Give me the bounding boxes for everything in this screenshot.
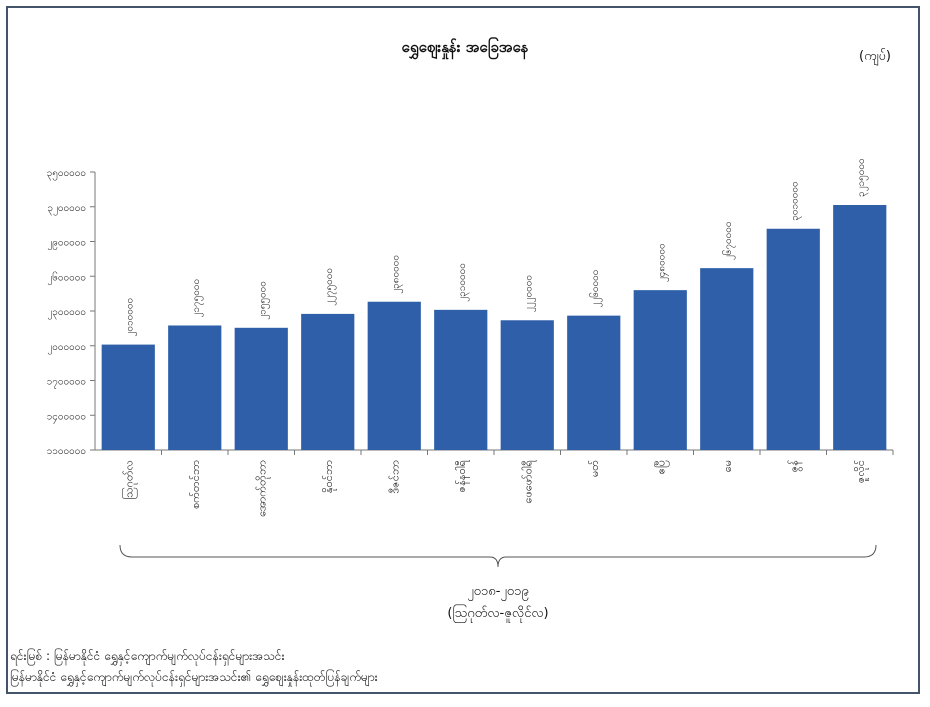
data-label: ၂၁၇၅၀၀၀ [191, 279, 204, 318]
bar [101, 344, 155, 450]
labels-layer: ၂၀၁၀၀၀၀ ၂၁၇၅၀၀၀ ၂၁၅၅၀၀၀ ၂၂၇၅၀၀၀ ၂၃၈၀၀၀၀ ၂၃၁၀၀… [124, 158, 869, 336]
data-label: ၂၆၇၀၀၀၀ [721, 221, 736, 260]
data-label: ၂၂၆၀၀၀၀ [588, 270, 603, 308]
category-label: ဖေဖော်ဝါရီ [521, 459, 536, 503]
category-label: ဇူလိုင် [854, 460, 869, 483]
y-tick-label: ၃၅၀၀၀၀၀ [47, 168, 86, 181]
y-tick-label: ၃၂၀၀၀၀၀ [47, 203, 86, 216]
data-label: ၂၀၁၀၀၀၀ [124, 298, 137, 337]
data-label: ၃၀၁၀၀၀၀ [789, 181, 802, 220]
source-line-1: ရင်းမြစ် : မြန်မာနိုင်ငံ ရွှေနှင့်ကျောက်… [10, 647, 285, 666]
data-label: ၂၃၈၀၀၀၀ [390, 255, 403, 294]
category-label: ဧပြီ [654, 460, 669, 474]
source-line-2: မြန်မာနိုင်ငံ ရွှေနှင့်ကျောက်မျက်လုပ်ငန်… [10, 668, 378, 687]
category-label: မတ် [588, 460, 601, 477]
bar [234, 327, 288, 450]
category-label: မေ [721, 460, 734, 472]
group-label-months: (ဩဂုတ်လ-ဇူလိုင်လ) [447, 604, 548, 623]
data-label: ၂၂၂၀၀၀၀ [523, 275, 536, 312]
data-label: ၂၃၁၀၀၀၀ [457, 263, 470, 302]
category-label: နိုဝင်ဘာ [322, 460, 337, 493]
y-tick-label: ၂၉၀၀၀၀၀ [47, 238, 86, 251]
category-label: ဒီဇင်ဘာ [388, 460, 401, 494]
category-label: အောက်တိုဘာ [255, 460, 270, 517]
y-tick-label: ၁၄၀၀၀၀၀ [47, 411, 86, 424]
y-tick-label: ၂၀၀၀၀၀၀ [47, 342, 86, 355]
data-label: ၂၁၅၅၀၀၀ [257, 281, 270, 320]
category-label: ဩဂုတ်လ [121, 460, 137, 500]
unit-label: (ကျပ်) [859, 48, 891, 66]
bar [766, 228, 820, 450]
bar [700, 268, 754, 450]
axis-layer: ၁၁၀၀၀၀၀ ၁၄၀၀၀၀၀ ၁၇၀၀၀၀၀ ၂၀၀၀၀၀၀ ၂၃၀၀၀၀၀ ၂၆၀၀၀… [47, 168, 894, 457]
data-label: ၂၂၇၅၀၀၀ [324, 268, 337, 306]
category-label: ဇွန် [787, 460, 802, 472]
bar [500, 320, 554, 450]
bar [833, 205, 887, 450]
y-tick-label: ၁၇၀၀၀၀၀ [47, 377, 86, 390]
bar [168, 325, 222, 450]
y-tick-label: ၁၁၀၀၀၀၀ [47, 446, 86, 457]
group-label-years: ၂၀၁၈-၂၀၁၉ [467, 584, 528, 601]
chart-title: ရွှေဈေးနှုန်း အခြေအနေ [402, 36, 529, 60]
bar [567, 315, 621, 450]
bars-layer [101, 205, 887, 450]
category-label: စက်တင်ဘာ [189, 460, 202, 509]
bar [434, 309, 488, 450]
data-label: ၂၄၈၀၀၀၀ [656, 243, 669, 282]
y-tick-label: ၂၆၀၀၀၀၀ [47, 270, 86, 285]
y-tick-label: ၂၃၀၀၀၀၀ [47, 307, 86, 320]
bar [367, 301, 421, 450]
data-label: ၃၂၁၅၀၀၀ [856, 158, 869, 197]
category-labels: ဩဂုတ်လ စက်တင်ဘာ အောက်တိုဘာ နိုဝင်ဘာ ဒီဇင်ဘာ ဇ… [121, 459, 869, 516]
category-bracket [119, 544, 877, 568]
bar [301, 313, 355, 450]
category-label: ဇန်နဝါရီ [455, 459, 470, 492]
bar [633, 290, 687, 450]
